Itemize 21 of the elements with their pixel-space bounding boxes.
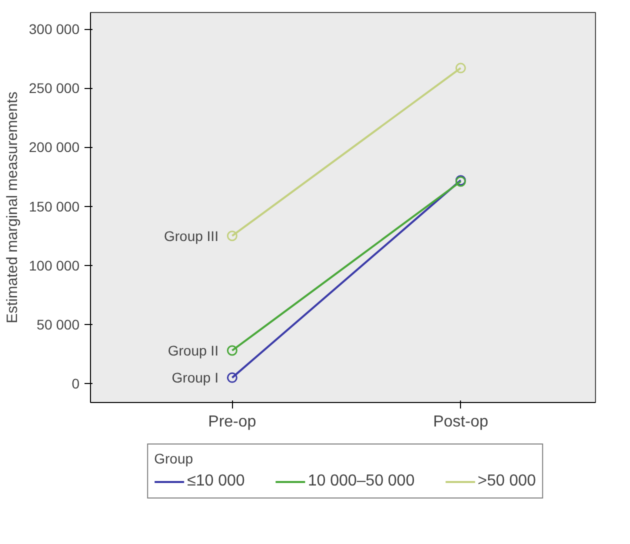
legend-title: Group: [154, 450, 194, 466]
point: [226, 230, 238, 242]
y-tick-label: 0: [72, 376, 80, 392]
y-tick-label: 200 000: [28, 139, 80, 156]
point: [455, 62, 466, 74]
y-tick-label: 100 000: [28, 257, 80, 274]
x-tick-label: Post-op: [433, 414, 488, 430]
point: [226, 345, 238, 356]
annotation: Group I: [172, 370, 218, 386]
annotation: Group III: [164, 228, 218, 244]
y-tick-label: 250 000: [28, 80, 80, 96]
legend-label: 10 000–50 000: [308, 472, 415, 490]
y-tick-label: 150 000: [28, 198, 80, 214]
annotation: Group II: [168, 342, 218, 358]
point: [226, 372, 238, 383]
legend-label: ≤10 000: [187, 472, 245, 490]
y-tick-label: 50 000: [36, 316, 80, 332]
x-tick-label: Pre-op: [208, 414, 256, 430]
y-tick-label: 300 000: [28, 21, 80, 38]
y-axis-title: Estimated marginal measurements: [4, 92, 21, 324]
legend-label: >50 000: [478, 472, 536, 490]
